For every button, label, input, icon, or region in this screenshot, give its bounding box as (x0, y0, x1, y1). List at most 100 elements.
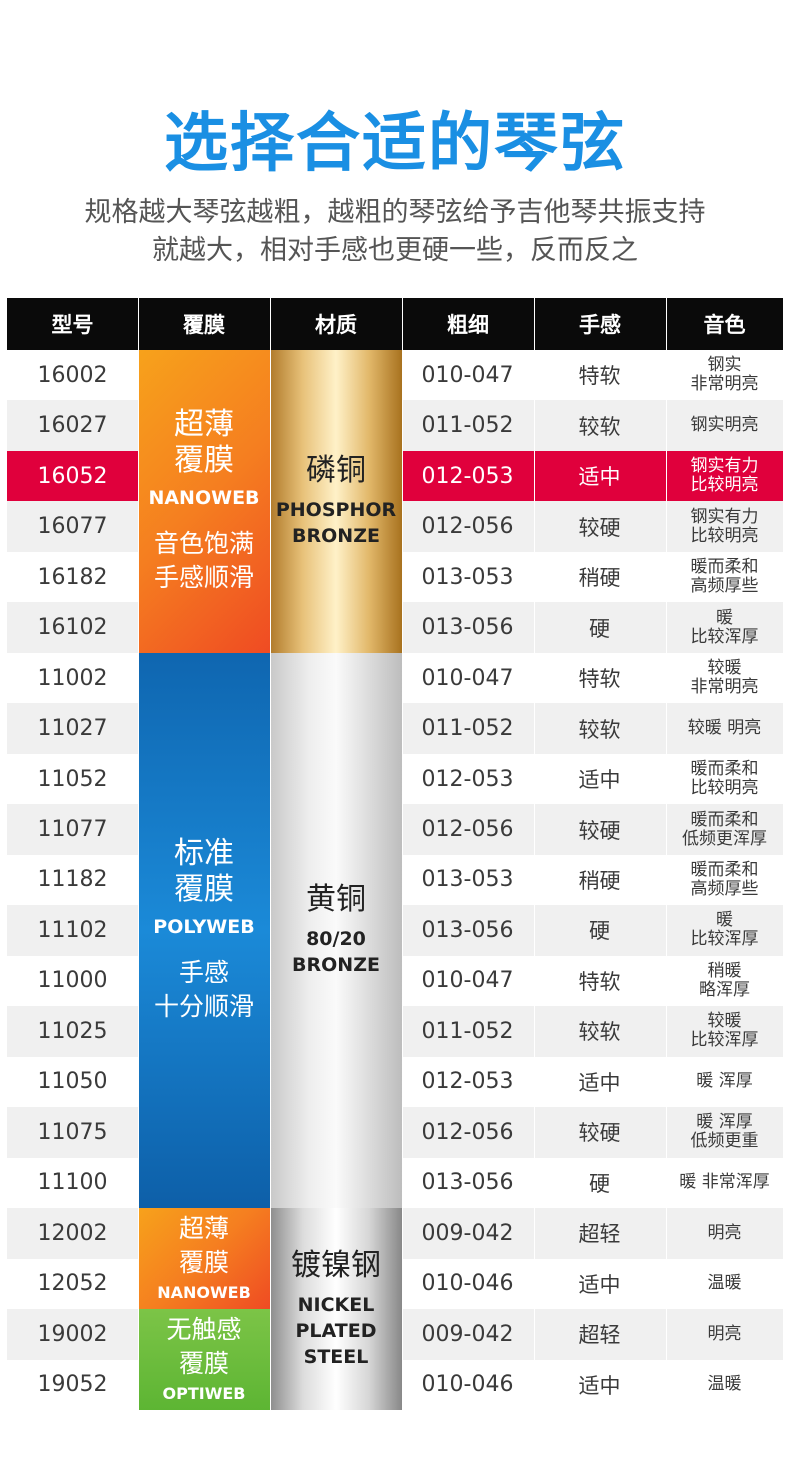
header-gauge: 粗细 (402, 298, 534, 350)
feel-cell: 较软 (578, 414, 621, 439)
tone-cell: 暖而柔和 高频厚些 (666, 855, 783, 905)
column-divider (666, 298, 667, 1410)
model-cell: 11075 (37, 1119, 108, 1145)
tone-line: 稍暖 (707, 960, 742, 981)
material-en-label: NICKEL (297, 1294, 375, 1317)
tone-cell: 暖比较浑厚 (666, 602, 783, 652)
model-cell: 12052 (37, 1271, 108, 1297)
tone-line: 略浑厚 (699, 979, 750, 1000)
gauge-cell: 013-056 (421, 917, 514, 943)
tone-line: 非常明亮 (690, 677, 759, 698)
tone-line: 比较明亮 (690, 475, 759, 496)
feel-cell: 适中 (578, 1272, 621, 1297)
model-cell: 19002 (37, 1321, 108, 1347)
tone-line: 暖 浑厚 (696, 1071, 753, 1092)
gauge-cell: 013-053 (421, 867, 514, 893)
film-block-optiweb: 无触感 覆膜 OPTIWEB (138, 1309, 270, 1410)
film-block-nanoweb: 超薄 覆膜 NANOWEB 音色饱满手感顺滑 (138, 350, 270, 653)
tone-line: 高频厚些 (690, 878, 759, 899)
material-en-label: PLATED (295, 1320, 377, 1343)
model-cell: 11025 (37, 1018, 108, 1044)
feel-cell: 特软 (578, 667, 621, 692)
tone-line: 较暖 明亮 (687, 718, 762, 739)
subtitle-line-1: 规格越大琴弦越粗，越粗的琴弦给予吉他琴共振支持 (84, 197, 706, 228)
tone-line: 比较浑厚 (690, 1030, 759, 1051)
film-label: 超薄 (174, 407, 234, 443)
tone-cell: 较暖 明亮 (666, 703, 783, 753)
feel-cell: 适中 (578, 1373, 621, 1398)
tone-line: 比较浑厚 (690, 626, 759, 647)
tone-cell: 明亮 (666, 1208, 783, 1258)
film-label: 覆膜 (178, 1348, 229, 1378)
model-cell: 16182 (37, 564, 108, 590)
feel-cell: 较硬 (578, 515, 621, 540)
material-en-label: 80/20 (306, 928, 366, 951)
tone-cell: 钢实有力 比较明亮 (666, 451, 783, 501)
gauge-cell: 010-047 (421, 665, 514, 691)
tone-cell: 温暖 (666, 1360, 783, 1410)
header-model: 型号 (7, 298, 138, 350)
film-label: 覆膜 (178, 1247, 229, 1277)
gauge-cell: 010-047 (421, 362, 514, 388)
material-en-label: BRONZE (292, 954, 380, 977)
feel-cell: 较软 (578, 717, 621, 742)
tone-cell: 钢实有力 比较明亮 (666, 501, 783, 551)
tone-line: 非常明亮 (690, 374, 759, 395)
tone-line: 明亮 (707, 1222, 742, 1243)
gauge-cell: 012-053 (421, 766, 514, 792)
feel-cell: 适中 (578, 1070, 621, 1095)
film-block-polyweb: 标准 覆膜 POLYWEB 手感 十分顺滑 (138, 652, 270, 1209)
tone-line: 低频更重 (690, 1131, 759, 1152)
material-block: 镀镍钢 NICKEL PLATED STEEL (270, 1208, 402, 1410)
model-cell: 11100 (37, 1170, 108, 1196)
header-film: 覆膜 (138, 298, 270, 350)
tone-line: 暖而柔和 (690, 557, 759, 578)
header-tone: 音色 (666, 298, 783, 350)
tone-cell: 暖比较浑厚 (666, 905, 783, 955)
tone-line: 钢实 (707, 355, 742, 376)
tone-cell: 暖 浑厚 (666, 1057, 783, 1107)
material-block: 黄铜 80/20 BRONZE (270, 652, 402, 1209)
gauge-cell: 010-046 (421, 1372, 514, 1398)
page-subtitle: 规格越大琴弦越粗，越粗的琴弦给予吉他琴共振支持 就越大，相对手感也更硬一些，反而… (0, 194, 790, 270)
feel-cell: 较软 (578, 1020, 621, 1045)
film-desc: 手感 (178, 958, 229, 988)
gauge-cell: 009-042 (421, 1321, 514, 1347)
material-en-label: BRONZE (292, 525, 380, 548)
header-material: 材质 (270, 298, 402, 350)
model-cell: 12002 (37, 1220, 108, 1246)
feel-cell: 特软 (578, 969, 621, 994)
film-desc: 手感顺滑 (153, 563, 254, 593)
tone-line: 暖而柔和 (690, 859, 759, 880)
feel-cell: 硬 (589, 616, 610, 641)
tone-cell: 暖而柔和 高频厚些 (666, 552, 783, 602)
tone-line: 比较明亮 (690, 778, 759, 799)
tone-line: 温暖 (707, 1374, 742, 1395)
model-cell: 19052 (37, 1372, 108, 1398)
gauge-cell: 011-052 (421, 716, 514, 742)
gauge-cell: 013-056 (421, 615, 514, 641)
subtitle-line-2: 就越大，相对手感也更硬一些，反而反之 (152, 235, 638, 266)
gauge-cell: 012-056 (421, 1119, 514, 1145)
gauge-cell: 010-046 (421, 1271, 514, 1297)
feel-cell: 较硬 (578, 818, 621, 843)
tone-cell: 温暖 (666, 1259, 783, 1309)
string-spec-table: 型号 覆膜 材质 粗细 手感 音色 16002 010-047 特软 钢实 非常明亮 16… (7, 298, 783, 1410)
tone-line: 高频厚些 (690, 576, 759, 597)
tone-line: 温暖 (707, 1273, 742, 1294)
model-cell: 16052 (37, 463, 108, 489)
feel-cell: 超轻 (578, 1222, 621, 1247)
gauge-cell: 013-053 (421, 564, 514, 590)
column-divider (138, 298, 139, 1410)
tone-line: 钢实有力 (690, 506, 759, 527)
feel-cell: 稍硬 (578, 868, 621, 893)
gauge-cell: 012-056 (421, 817, 514, 843)
model-cell: 11027 (37, 716, 108, 742)
page-title: 选择合适的琴弦 (164, 107, 626, 181)
film-en-label: NANOWEB (148, 487, 260, 510)
film-desc: 音色饱满 (153, 529, 254, 559)
tone-line: 暖而柔和 (690, 759, 759, 780)
film-label: 覆膜 (174, 443, 234, 479)
feel-cell: 超轻 (578, 1323, 621, 1348)
tone-cell: 暖 非常浑厚 (666, 1158, 783, 1208)
